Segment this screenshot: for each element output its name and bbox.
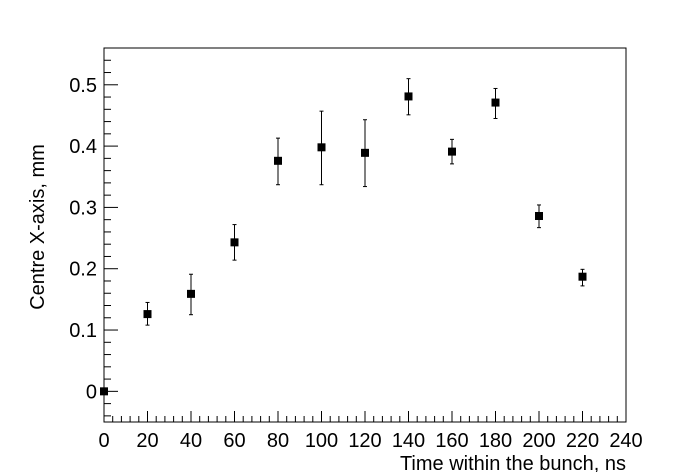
y-tick-label: 0.3	[69, 197, 97, 219]
x-tick-label: 200	[522, 430, 555, 452]
x-axis-ticks	[103, 411, 627, 422]
x-axis-title: Time within the bunch, ns	[400, 453, 626, 472]
x-tick-label: 160	[435, 430, 468, 452]
x-tick-label: 20	[136, 430, 158, 452]
y-axis-tick-labels: 0 0.1 0.2 0.3 0.4 0.5	[69, 75, 97, 404]
data-point	[491, 98, 500, 107]
error-bars	[145, 78, 585, 326]
data-point	[404, 92, 413, 101]
x-axis-tick-labels: 0 20 40 60 80 100 120 140 160 180 200 220 240	[98, 430, 642, 452]
data-point	[535, 211, 543, 220]
x-tick-label: 80	[267, 430, 289, 452]
data-point	[187, 289, 195, 298]
x-tick-label: 180	[479, 430, 512, 452]
data-point	[274, 156, 282, 165]
data-point	[143, 310, 152, 319]
y-tick-label: 0	[86, 381, 97, 403]
x-tick-label: 100	[305, 430, 338, 452]
x-tick-label: 240	[609, 430, 642, 452]
y-axis-title: Centre X-axis, mm	[27, 144, 49, 310]
data-point	[317, 143, 326, 152]
y-axis-ticks	[104, 47, 118, 417]
data-point	[361, 148, 369, 157]
y-tick-label: 0.1	[69, 320, 97, 342]
y-tick-label: 0.4	[69, 136, 97, 158]
x-tick-label: 60	[223, 430, 245, 452]
y-tick-label: 0.2	[69, 259, 97, 281]
x-tick-label: 220	[566, 430, 599, 452]
x-tick-label: 0	[98, 430, 109, 452]
data-point	[578, 272, 587, 281]
data-point	[448, 147, 456, 156]
y-tick-label: 0.5	[69, 75, 97, 97]
data-point	[230, 238, 239, 247]
x-tick-label: 40	[180, 430, 202, 452]
plot-frame	[103, 47, 627, 423]
data-points	[100, 92, 587, 396]
x-tick-label: 120	[348, 430, 381, 452]
data-point	[100, 387, 108, 396]
x-tick-label: 140	[392, 430, 425, 452]
